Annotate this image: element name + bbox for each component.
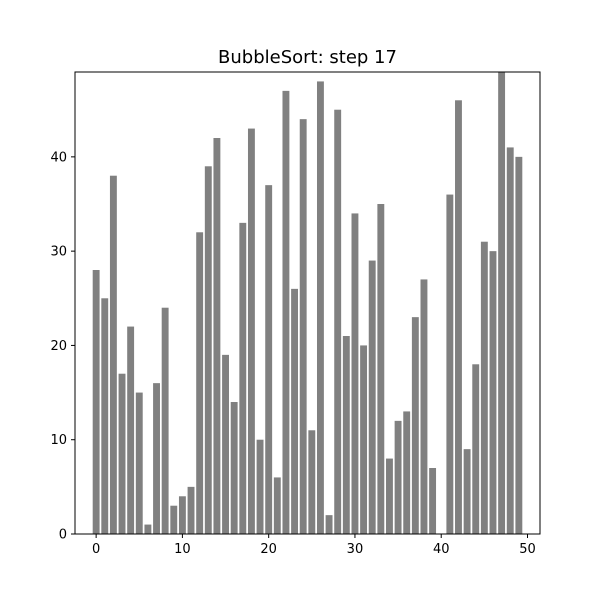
- bar-15: [222, 354, 229, 534]
- bar-45: [480, 241, 488, 534]
- bar-47: [498, 72, 506, 534]
- bar-21: [273, 477, 281, 534]
- bar-36: [403, 411, 411, 534]
- bar-11: [187, 486, 195, 534]
- bar-19: [256, 439, 264, 534]
- bar-10: [178, 496, 186, 534]
- plot-frame: [74, 71, 541, 535]
- y-tick-label: 30: [50, 245, 67, 260]
- bar-26: [316, 81, 324, 535]
- bar-7: [153, 383, 160, 534]
- axes-group: 0 10 20 30 40 50 0 10 20 30 40: [50, 71, 541, 557]
- bar-39: [429, 468, 437, 534]
- bar-43: [463, 449, 471, 534]
- bar-9: [170, 505, 178, 534]
- bar-23: [291, 288, 299, 534]
- bar-32: [368, 260, 376, 534]
- bar-6: [144, 524, 152, 534]
- x-tick-label: 20: [260, 542, 277, 557]
- bar-30: [351, 213, 359, 534]
- bar-49: [515, 156, 523, 535]
- bar-5: [135, 392, 143, 534]
- bar-38: [420, 279, 428, 534]
- y-tick-label: 40: [50, 150, 67, 165]
- bar-12: [196, 232, 204, 535]
- bar-37: [411, 317, 419, 534]
- bar-2: [109, 175, 117, 534]
- bar-44: [472, 364, 480, 534]
- bar-41: [446, 194, 454, 534]
- y-tick-label: 0: [59, 528, 67, 543]
- bar-27: [325, 515, 333, 534]
- bar-1: [101, 298, 109, 534]
- bar-16: [230, 402, 238, 534]
- bar-4: [127, 326, 135, 534]
- bars-group: [92, 72, 523, 535]
- bar-18: [247, 128, 255, 534]
- bar-46: [489, 251, 497, 534]
- bar-35: [394, 420, 402, 534]
- x-tick-label: 10: [174, 542, 191, 557]
- bar-20: [265, 185, 273, 534]
- bar-25: [308, 430, 316, 534]
- x-tick-label: 40: [433, 542, 450, 557]
- bar-22: [282, 90, 290, 535]
- bar-3: [118, 373, 126, 534]
- bar-34: [386, 458, 393, 534]
- bar-8: [161, 307, 169, 534]
- y-tick-label: 20: [50, 339, 67, 354]
- bar-48: [506, 147, 514, 534]
- x-tick-label: 0: [92, 542, 100, 557]
- x-tick-label: 50: [519, 542, 536, 557]
- bar-0: [92, 270, 100, 534]
- bar-42: [455, 100, 462, 534]
- bar-17: [239, 222, 247, 535]
- bar-29: [342, 336, 350, 534]
- bar-33: [377, 204, 385, 534]
- bar-13: [204, 166, 212, 535]
- bar-31: [360, 345, 368, 534]
- x-tick-label: 30: [347, 542, 364, 557]
- bar-24: [299, 119, 307, 534]
- y-tick-label: 10: [50, 433, 67, 448]
- bar-14: [213, 138, 221, 534]
- chart-title: BubbleSort: step 17: [218, 47, 397, 68]
- bar-28: [334, 109, 342, 535]
